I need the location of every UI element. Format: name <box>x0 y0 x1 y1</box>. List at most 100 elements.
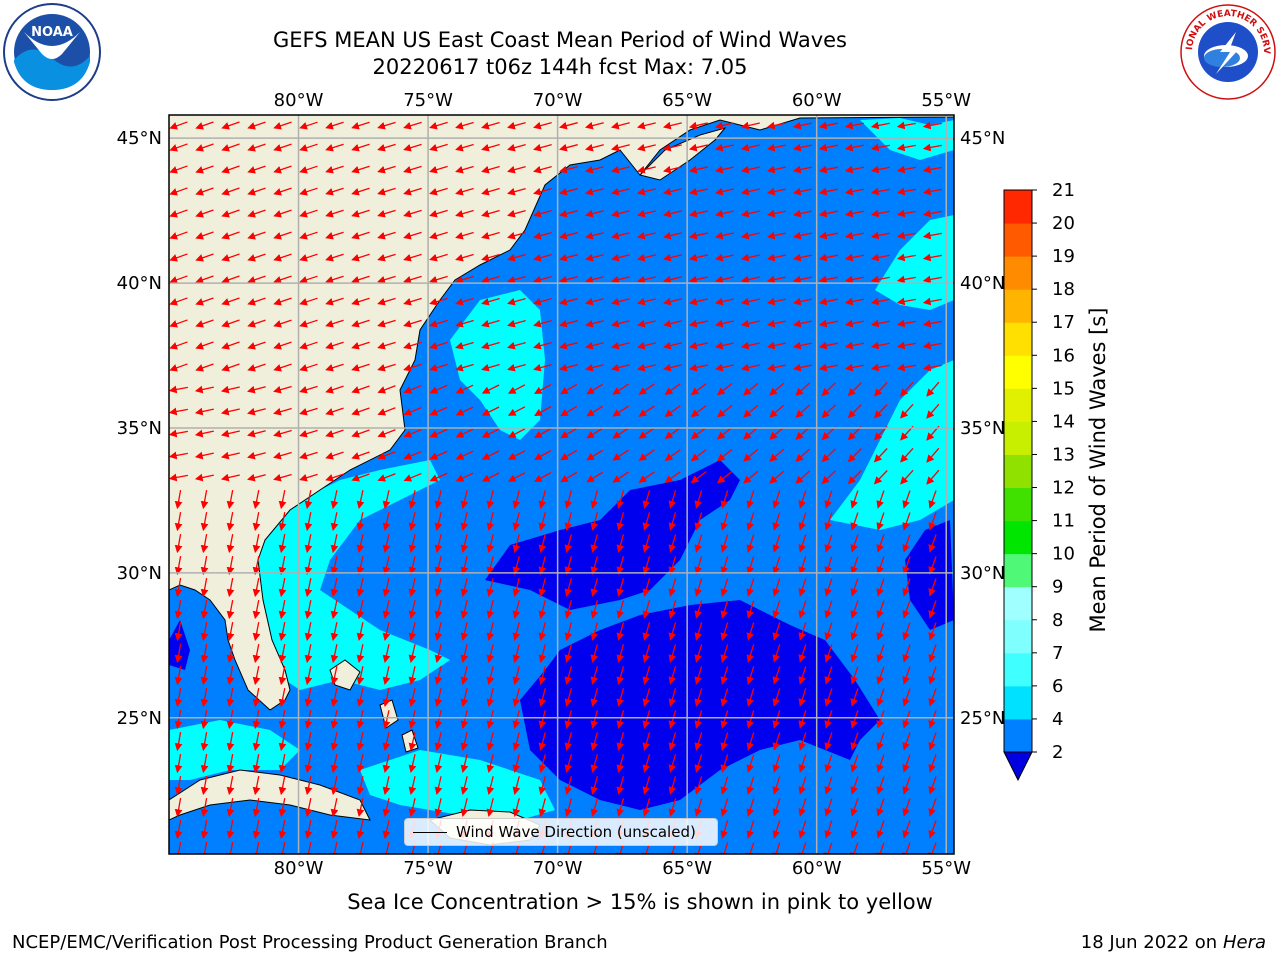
wind-arrow <box>273 429 292 438</box>
wind-arrow <box>792 121 812 130</box>
wind-arrow <box>174 622 183 642</box>
wind-arrow <box>252 512 261 532</box>
wind-arrow <box>772 534 781 553</box>
wind-arrow <box>226 842 235 854</box>
wind-arrow <box>304 556 313 576</box>
wind-arrow <box>769 426 785 440</box>
wind-arrow <box>325 121 344 130</box>
wind-arrow <box>850 732 859 751</box>
wind-arrow <box>538 732 547 751</box>
wind-arrow <box>824 842 833 854</box>
wind-arrow <box>922 319 942 328</box>
wind-arrow <box>559 231 578 240</box>
wind-arrow <box>637 253 656 262</box>
wind-arrow <box>559 319 578 328</box>
wind-arrow <box>351 253 370 262</box>
wind-arrow <box>798 578 807 597</box>
wind-arrow <box>481 472 500 482</box>
wind-arrow <box>460 710 469 730</box>
wind-arrow <box>720 600 729 619</box>
wind-arrow <box>740 275 760 284</box>
wind-arrow <box>818 341 838 350</box>
wind-arrow <box>896 363 916 372</box>
wind-arrow <box>221 165 240 174</box>
high-period-zone <box>875 215 954 310</box>
wind-arrow <box>560 449 578 461</box>
wind-arrow <box>351 209 370 218</box>
wind-arrow <box>720 490 729 509</box>
wind-arrow <box>668 644 677 663</box>
wind-arrow <box>926 381 940 397</box>
wind-arrow <box>928 776 937 795</box>
wind-arrow <box>922 231 942 240</box>
wind-arrow <box>694 732 703 751</box>
wind-arrow <box>351 341 370 350</box>
wind-arrow <box>694 754 703 773</box>
wind-arrow <box>377 165 396 174</box>
wind-arrow <box>247 231 266 240</box>
wind-arrow <box>429 341 448 350</box>
wind-arrow <box>746 622 755 641</box>
wind-arrow <box>818 253 838 262</box>
wind-arrow <box>226 622 235 642</box>
wind-arrow <box>221 187 240 196</box>
wind-arrow <box>847 404 862 419</box>
wind-arrow <box>642 754 651 773</box>
wind-arrow <box>590 754 599 773</box>
wind-arrow <box>662 165 682 174</box>
wind-arrow <box>746 578 755 597</box>
wind-arrow <box>564 622 573 641</box>
wind-arrow <box>507 275 526 284</box>
wind-arrow <box>746 732 755 751</box>
wind-arrow <box>299 165 318 174</box>
wind-arrow <box>769 404 785 418</box>
wind-arrow <box>824 820 833 839</box>
wind-arrow <box>247 429 266 438</box>
wind-arrow <box>586 449 603 461</box>
wind-arrow <box>273 473 292 482</box>
wind-arrow <box>455 341 474 350</box>
wind-arrow <box>408 512 417 532</box>
wind-arrow <box>798 842 807 854</box>
wind-arrow <box>403 297 422 306</box>
wind-arrow <box>616 512 625 531</box>
wind-arrow <box>460 688 469 708</box>
wind-arrow <box>533 143 552 152</box>
wind-arrow <box>429 187 448 196</box>
wind-arrow <box>798 798 807 817</box>
wind-arrow <box>900 447 914 463</box>
wind-arrow <box>377 407 396 416</box>
wind-arrow <box>876 534 885 553</box>
wind-arrow <box>507 363 526 372</box>
wind-arrow <box>850 776 859 795</box>
wind-arrow <box>226 754 235 774</box>
wind-arrow <box>772 842 781 854</box>
wind-arrow <box>740 209 760 218</box>
wind-arrow <box>507 187 526 196</box>
wind-arrow <box>377 297 396 306</box>
wind-arrow <box>351 121 370 130</box>
wind-arrow <box>902 754 911 773</box>
colorbar-tick-label: 14 <box>1052 411 1075 432</box>
wind-arrow <box>174 798 183 818</box>
wind-arrow <box>278 534 287 554</box>
wind-arrow <box>169 253 188 262</box>
wind-arrow <box>902 512 911 531</box>
wind-arrow <box>792 143 812 152</box>
wind-arrow <box>586 405 603 417</box>
wind-arrow <box>688 187 708 196</box>
wind-arrow <box>252 710 261 730</box>
wind-arrow <box>664 449 681 462</box>
wind-arrow <box>772 512 781 531</box>
wind-arrow <box>512 534 521 553</box>
wind-arrow <box>169 165 188 174</box>
wind-arrow <box>200 798 209 818</box>
wind-arrow <box>247 253 266 262</box>
wind-arrow <box>873 470 888 485</box>
wind-arrow <box>507 209 526 218</box>
legend-label: Wind Wave Direction (unscaled) <box>456 823 696 841</box>
wind-arrow <box>200 820 209 840</box>
wind-arrow <box>403 121 422 130</box>
wind-arrow <box>273 143 292 152</box>
wind-arrow <box>351 385 370 394</box>
